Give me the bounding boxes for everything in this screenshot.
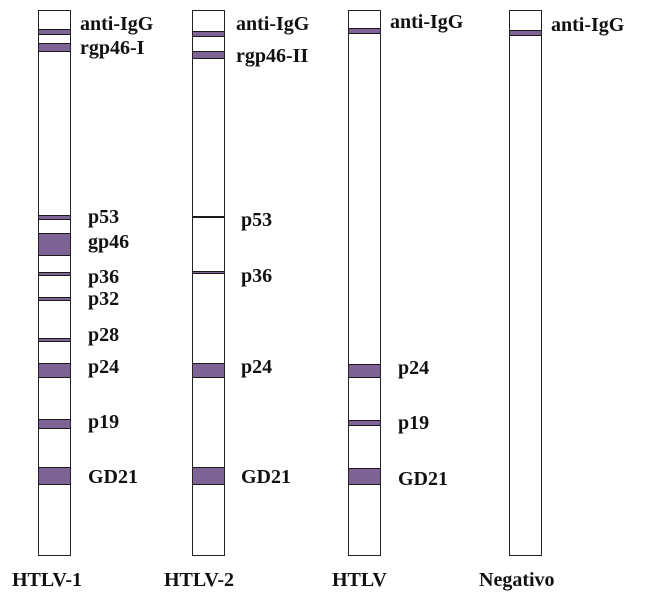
- band-label-p36: p36: [88, 266, 120, 288]
- band-label-p32: p32: [88, 288, 120, 310]
- band-p19: [39, 419, 70, 429]
- band-gd21: [193, 467, 224, 485]
- band-label-p53: p53: [88, 206, 120, 228]
- band-p36: [193, 271, 224, 274]
- strip-negativo: [509, 10, 542, 556]
- band-label-gd21: GD21: [398, 468, 448, 490]
- band-label-rgp46-ii: rgp46-II: [236, 45, 309, 67]
- band-label-p24: p24: [241, 356, 273, 378]
- band-label-p36: p36: [241, 265, 273, 287]
- band-p24: [193, 363, 224, 378]
- strip-label-htlv: HTLV: [332, 569, 387, 591]
- band-p32: [39, 297, 70, 301]
- band-p53: [39, 215, 70, 220]
- band-anti-igg: [39, 29, 70, 35]
- band-anti-igg: [510, 30, 541, 36]
- strip-label-negativo: Negativo: [479, 569, 555, 591]
- band-gd21: [39, 467, 70, 485]
- band-rgp46-i: [39, 43, 70, 52]
- strip-htlv: [348, 10, 381, 556]
- band-label-p24: p24: [88, 356, 120, 378]
- band-anti-igg: [349, 28, 380, 34]
- band-gp46: [39, 233, 70, 256]
- band-label-anti-igg: anti-IgG: [551, 14, 625, 36]
- band-label-gd21: GD21: [88, 466, 138, 488]
- strip-htlv-1: [38, 10, 71, 556]
- band-label-gd21: GD21: [241, 466, 291, 488]
- band-label-p28: p28: [88, 324, 120, 346]
- band-label-anti-igg: anti-IgG: [390, 11, 464, 33]
- band-label-anti-igg: anti-IgG: [80, 13, 154, 35]
- band-label-rgp46-i: rgp46-I: [80, 37, 145, 59]
- band-p19: [349, 420, 380, 426]
- band-p24: [349, 364, 380, 378]
- band-p36: [39, 272, 70, 276]
- band-label-p24: p24: [398, 357, 430, 379]
- band-p24: [39, 363, 70, 378]
- band-label-p53: p53: [241, 209, 273, 231]
- band-gd21: [349, 468, 380, 485]
- band-p28: [39, 338, 70, 342]
- band-label-p19: p19: [88, 411, 120, 433]
- band-label-p19: p19: [398, 412, 430, 434]
- strip-label-htlv-2: HTLV-2: [164, 569, 235, 591]
- band-rgp46-ii: [193, 51, 224, 59]
- band-p53: [193, 216, 224, 218]
- strip-label-htlv-1: HTLV-1: [12, 569, 83, 591]
- band-label-gp46: gp46: [88, 231, 130, 253]
- band-label-anti-igg: anti-IgG: [236, 13, 310, 35]
- band-anti-igg: [193, 31, 224, 37]
- strip-htlv-2: [192, 10, 225, 556]
